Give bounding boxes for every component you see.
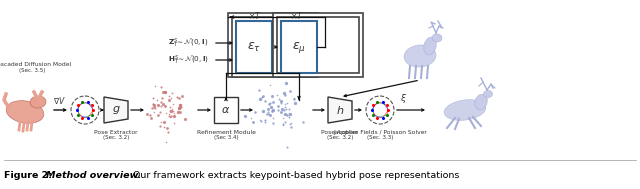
FancyBboxPatch shape bbox=[277, 17, 359, 73]
Ellipse shape bbox=[6, 101, 44, 123]
Text: $\epsilon_\tau$: $\epsilon_\tau$ bbox=[247, 40, 261, 53]
Text: (Sec. 3.2): (Sec. 3.2) bbox=[327, 135, 353, 140]
Text: Cascaded Diffusion Model: Cascaded Diffusion Model bbox=[0, 62, 71, 67]
Text: $h$: $h$ bbox=[336, 104, 344, 116]
Ellipse shape bbox=[404, 45, 436, 67]
Text: $\nabla V$: $\nabla V$ bbox=[52, 96, 65, 106]
Text: $\times T$: $\times T$ bbox=[290, 10, 304, 21]
FancyBboxPatch shape bbox=[232, 17, 318, 77]
Text: $\times T$: $\times T$ bbox=[248, 10, 262, 21]
Text: (Sec 3.4): (Sec 3.4) bbox=[214, 135, 238, 140]
Text: $\alpha$: $\alpha$ bbox=[221, 105, 230, 115]
Ellipse shape bbox=[483, 91, 493, 98]
Text: Pose Applier: Pose Applier bbox=[321, 130, 358, 135]
Text: $\mathbf{H}_T^S\!\sim\!\mathcal{N}(0,\mathbf{I})$: $\mathbf{H}_T^S\!\sim\!\mathcal{N}(0,\ma… bbox=[168, 53, 209, 67]
Text: $\epsilon_\mu$: $\epsilon_\mu$ bbox=[292, 40, 306, 54]
Text: $\xi$: $\xi$ bbox=[401, 92, 408, 105]
FancyBboxPatch shape bbox=[236, 21, 272, 73]
Ellipse shape bbox=[475, 94, 487, 110]
Text: Method overview.: Method overview. bbox=[46, 170, 141, 180]
Polygon shape bbox=[104, 97, 128, 123]
Text: Pose Extractor: Pose Extractor bbox=[94, 130, 138, 135]
Text: Jacobian Fields / Poisson Solver: Jacobian Fields / Poisson Solver bbox=[333, 130, 427, 135]
FancyBboxPatch shape bbox=[228, 13, 318, 77]
Polygon shape bbox=[328, 97, 352, 123]
Ellipse shape bbox=[30, 96, 46, 108]
Text: (Sec. 3.3): (Sec. 3.3) bbox=[367, 135, 393, 140]
Text: Our framework extracts keypoint-based hybrid pose representations: Our framework extracts keypoint-based hy… bbox=[130, 170, 460, 180]
Text: $\mathbf{Z}_T^S\!\sim\!\mathcal{N}(0,\mathbf{I})$: $\mathbf{Z}_T^S\!\sim\!\mathcal{N}(0,\ma… bbox=[168, 36, 208, 50]
Ellipse shape bbox=[444, 100, 486, 120]
FancyBboxPatch shape bbox=[281, 21, 317, 73]
Ellipse shape bbox=[432, 34, 442, 42]
Text: (Sec. 3.2): (Sec. 3.2) bbox=[103, 135, 129, 140]
Text: Refinement Module: Refinement Module bbox=[196, 130, 255, 135]
Ellipse shape bbox=[424, 37, 436, 55]
FancyBboxPatch shape bbox=[214, 97, 238, 123]
Text: Figure 2:: Figure 2: bbox=[4, 170, 55, 180]
FancyBboxPatch shape bbox=[273, 13, 363, 77]
Text: $g$: $g$ bbox=[111, 104, 120, 116]
Text: (Sec. 3.5): (Sec. 3.5) bbox=[19, 68, 45, 73]
